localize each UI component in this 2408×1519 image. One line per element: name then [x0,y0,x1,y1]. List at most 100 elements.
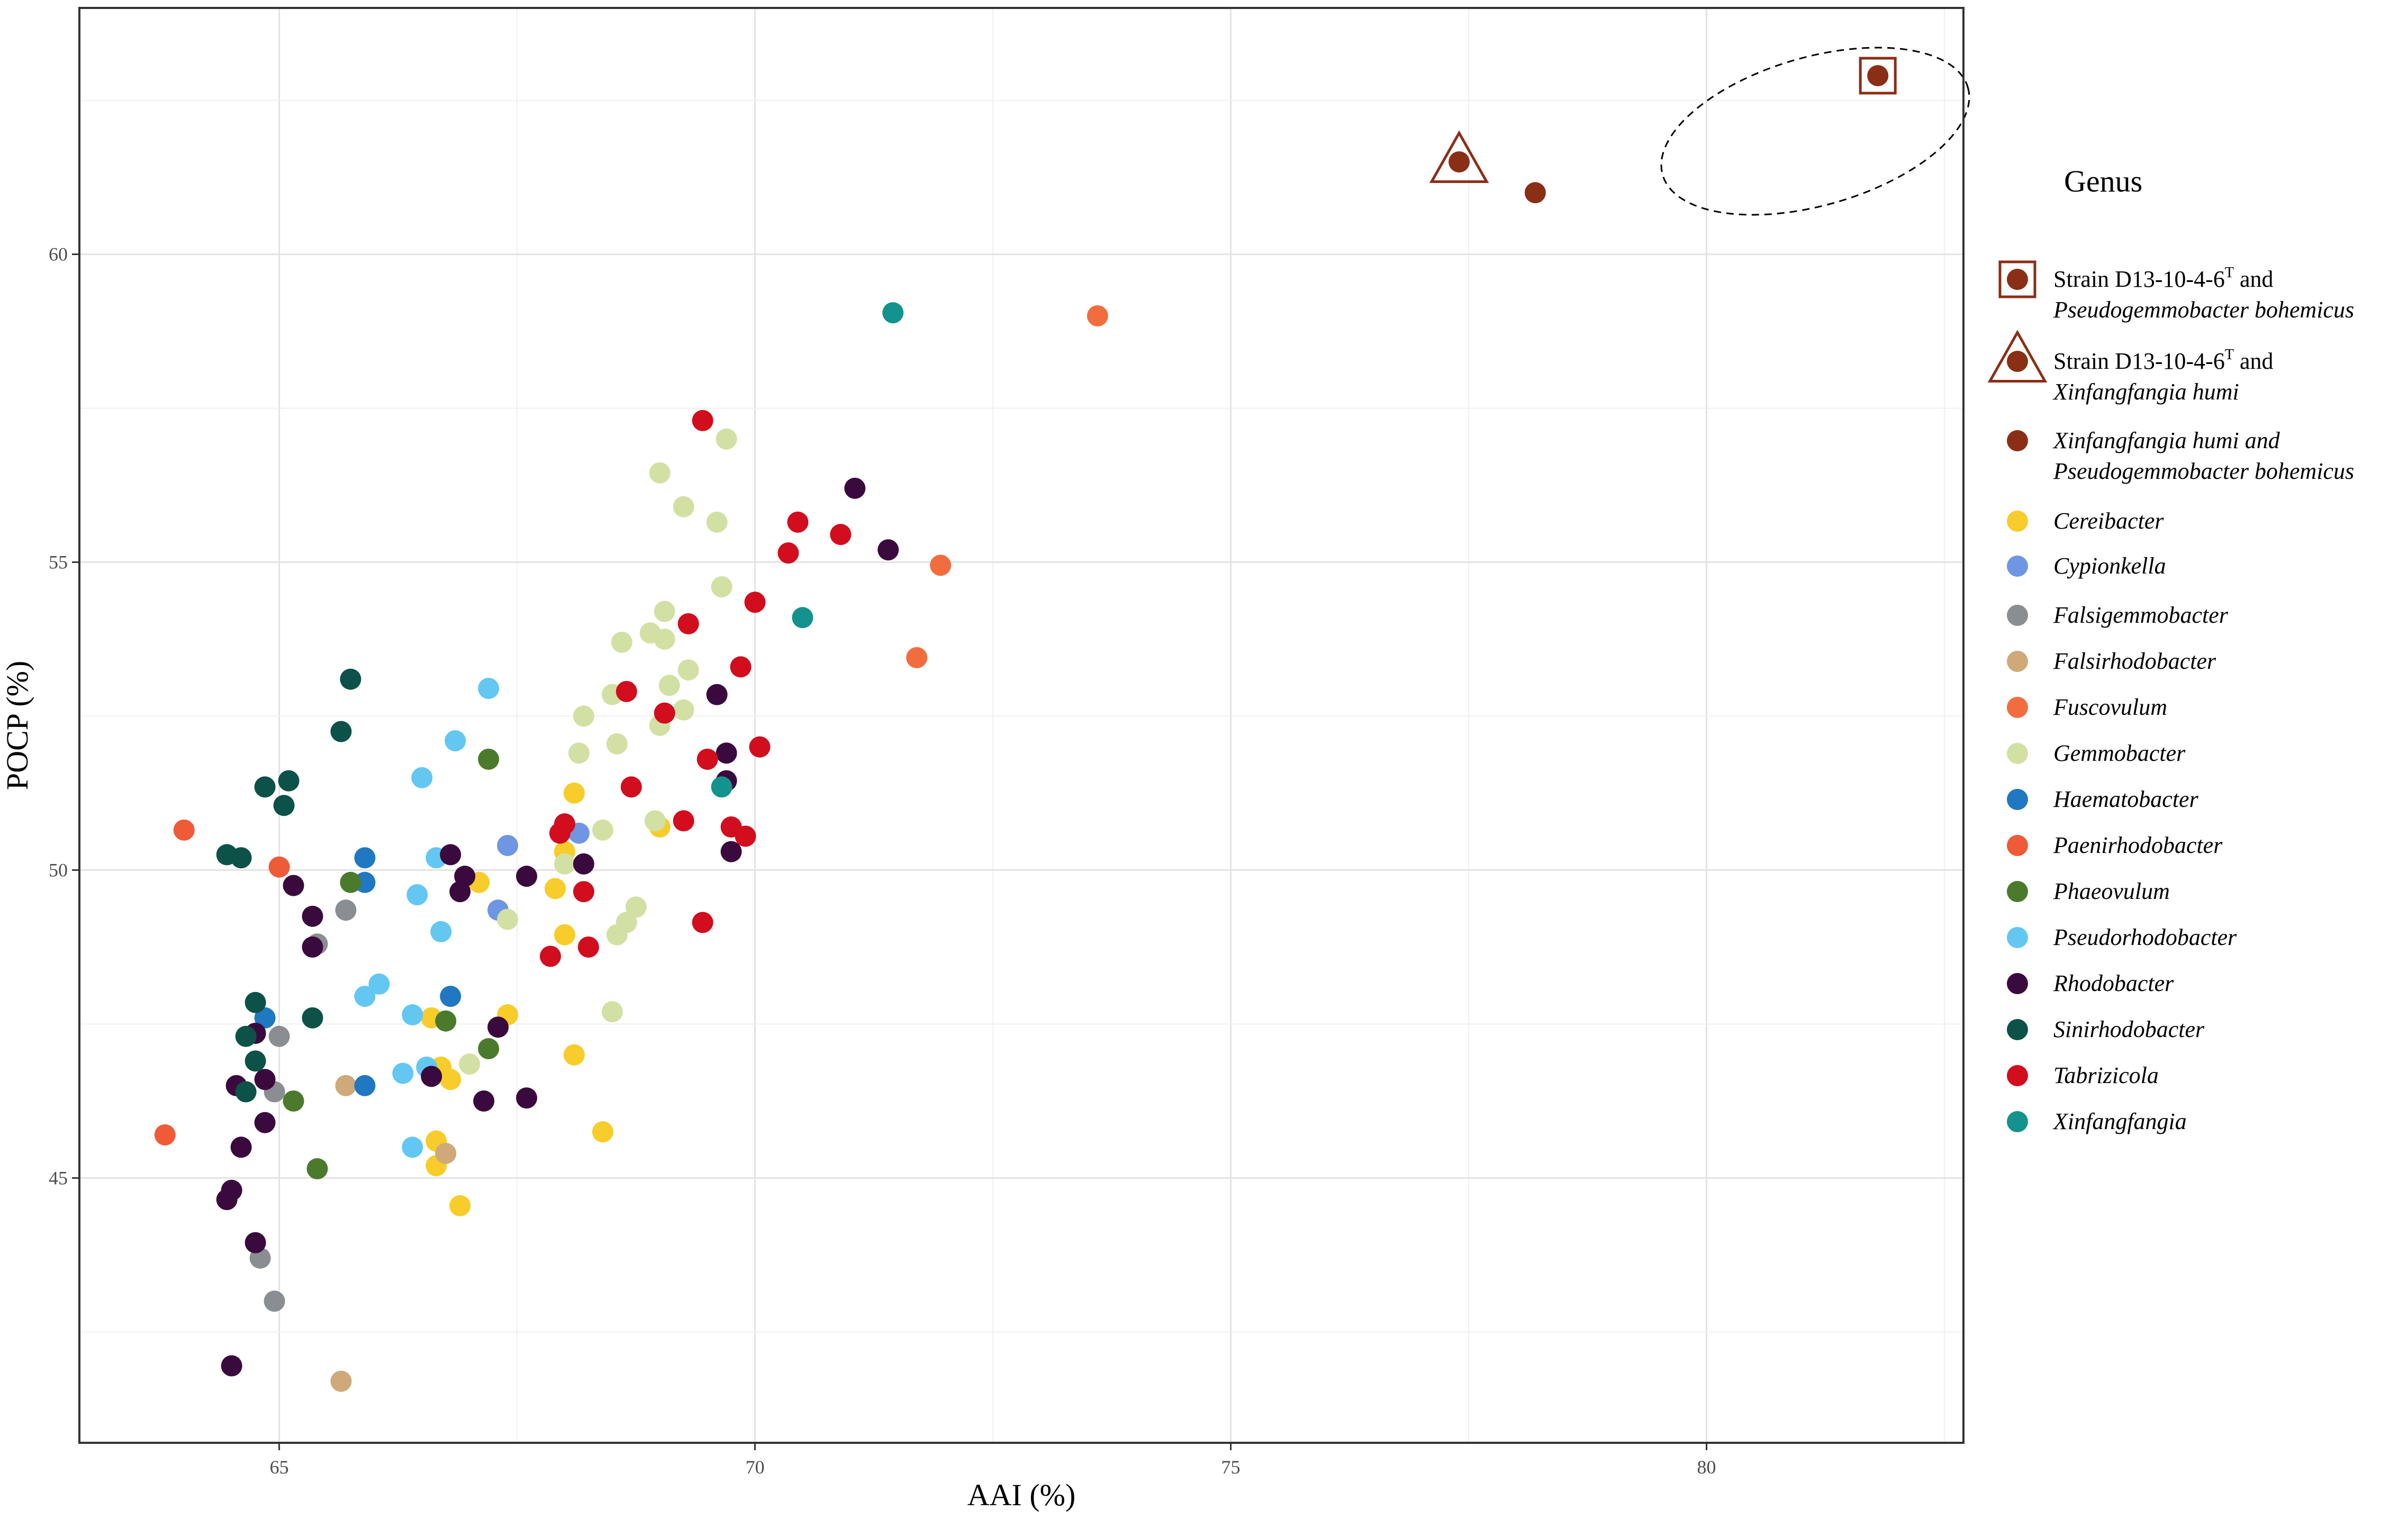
data-point [606,733,628,754]
data-point [406,884,428,906]
legend-entry: Strain D13-10-4-6T and Pseudogemmobacter … [1998,260,2354,323]
data-point [735,825,756,847]
data-point [235,1081,257,1103]
data-point [563,783,585,804]
legend-swatch [2007,430,2028,451]
data-point [744,592,766,613]
legend-swatch [2007,789,2028,810]
data-point [230,1136,252,1158]
data-point [430,921,452,942]
legend-swatch-square-outline [1998,260,2036,298]
data-point [302,936,323,958]
data-point [563,1044,585,1066]
data-point [906,647,928,668]
legend-title: Genus [2064,164,2142,198]
data-point [230,847,252,869]
data-point [677,613,699,634]
data-point [254,776,276,798]
data-point [573,853,594,875]
legend-label: Xinfangfangia [2052,1108,2187,1134]
legend-swatch [2007,927,2028,948]
data-points [154,57,1897,1392]
data-point [554,853,575,875]
data-point [440,986,461,1007]
data-point [544,878,566,899]
data-point [930,554,952,576]
data-point [830,524,852,545]
legend-label-line2: Pseudogemmobacter bohemicus [2053,297,2354,323]
data-point [354,847,376,869]
data-point [440,844,461,866]
y-tick-label: 60 [49,244,68,265]
data-point [216,1189,238,1211]
data-point [730,656,752,678]
data-point [673,699,694,721]
data-point [540,945,561,967]
data-point [340,871,361,893]
legend-entry: Pseudorhodobacter [2007,924,2237,950]
legend: Strain D13-10-4-6T and Pseudogemmobacter … [1987,260,2354,1134]
data-point [497,834,519,856]
data-point [497,908,519,930]
data-point [573,881,594,903]
data-point-triangle-outline [1429,130,1489,183]
data-point [577,936,599,958]
data-point [568,742,590,764]
data-point [658,675,680,696]
legend-swatch [2007,269,2028,290]
data-point [473,1090,495,1112]
data-point [421,1066,442,1087]
legend-entry: Strain D13-10-4-6T and Xinfangfangia humi [1987,330,2273,405]
data-point [882,302,904,324]
data-point [302,905,323,927]
y-tick-label: 55 [49,552,68,573]
data-point [696,749,718,770]
legend-swatch [2007,1065,2028,1086]
legend-swatch [2007,973,2028,994]
data-point [254,1069,276,1090]
legend-swatch [2007,511,2028,532]
data-point [711,776,732,798]
data-point [411,767,433,788]
legend-label: Pseudorhodobacter [2053,924,2237,950]
data-point [440,1069,461,1090]
data-point [1087,305,1108,326]
data-point [245,1232,266,1253]
data-point [245,1050,266,1072]
data-point [445,730,466,752]
legend-entry: Phaeovulum [2007,878,2170,904]
data-point [459,1053,481,1075]
data-point [273,795,295,816]
legend-swatch [2007,1111,2028,1132]
highlight-ellipse [1660,47,1970,216]
data-point [611,631,632,653]
data-point [402,1004,423,1026]
legend-entry: Xinfangfangia humi and Pseudogemmobacter … [2007,427,2354,484]
legend-entry: Cereibacter [2007,508,2164,534]
data-point [478,1038,500,1060]
legend-label: Strain D13-10-4-6T and [2053,265,2273,292]
legend-entry: Gemmobacter [2007,740,2186,766]
data-point [487,1016,509,1038]
plot-border [78,7,1965,1444]
x-tick-label: 70 [746,1457,765,1478]
legend-swatch-triangle-outline [1987,330,2048,383]
data-point [306,1158,328,1180]
legend-label: Haematobacter [2053,786,2199,812]
data-point [692,410,713,431]
data-point [354,1075,376,1096]
x-tick-label: 75 [1221,1457,1241,1478]
legend-entry: Falsirhodobacter [2007,648,2216,674]
x-tick-label: 65 [270,1457,289,1478]
data-point [716,742,737,764]
data-point [711,576,732,598]
data-point [673,810,694,832]
data-point [615,680,637,702]
plot-background [79,8,1963,1443]
data-point [654,702,675,724]
data-point [302,1007,323,1029]
data-point [516,866,538,887]
data-point [677,659,699,681]
data-point [478,749,500,770]
data-point-square-outline [1859,57,1897,95]
